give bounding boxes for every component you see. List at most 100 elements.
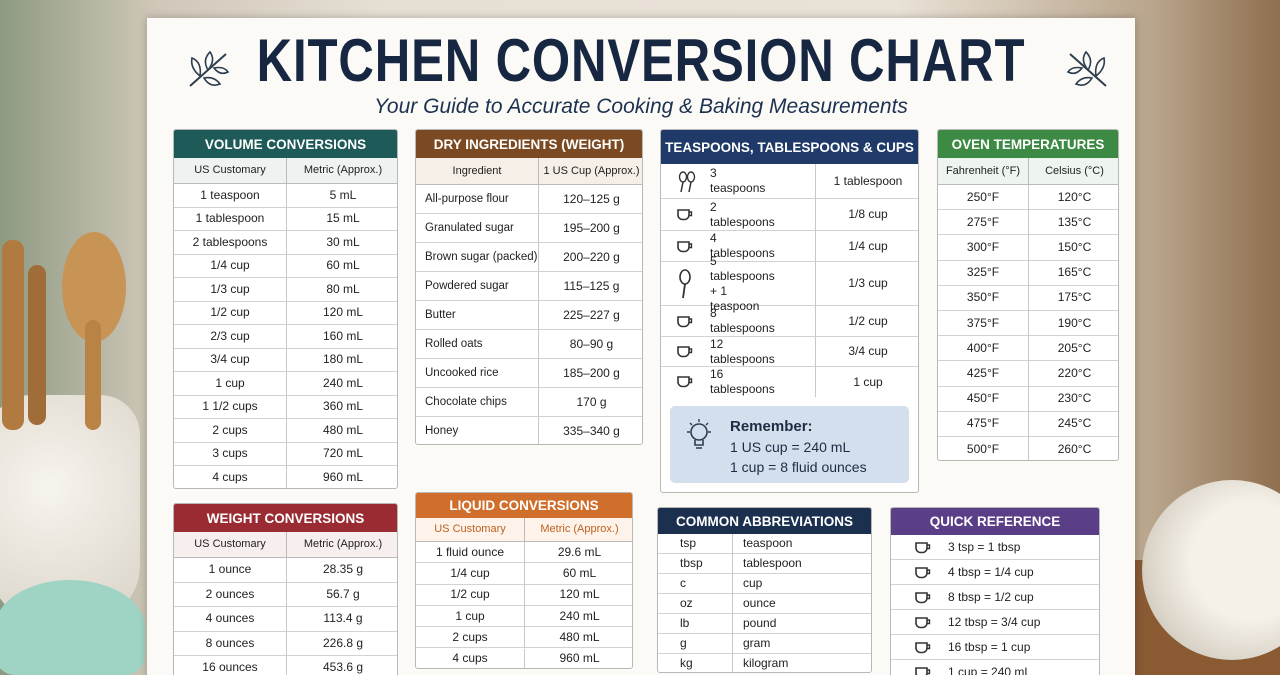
table-cell: 8 tablespoons (661, 306, 816, 337)
table-cell: 350°F (938, 285, 1029, 311)
table-cell: 1/4 cup (816, 231, 918, 262)
table-cell: 120°C (1029, 185, 1118, 211)
table-cell: 115–125 g (539, 272, 642, 301)
table-cell: 1/4 cup (174, 254, 287, 278)
column-header: Celsius (°C) (1029, 158, 1118, 185)
table-cell: Granulated sugar (416, 214, 539, 243)
table-cell: ounce (733, 594, 871, 614)
chart-title: KITCHEN CONVERSION CHART (256, 27, 1026, 94)
remember-title: Remember: (730, 418, 813, 435)
spoon-handle (2, 240, 24, 430)
table-cell: 8 tbsp = 1/2 cup (891, 585, 1099, 610)
panel-title: COMMON ABBREVIATIONS (658, 508, 871, 534)
table-cell: tbsp (658, 554, 733, 574)
table-cell: 230°C (1029, 387, 1118, 412)
table-cell: 3/4 cup (174, 348, 287, 372)
table-cell: 1/2 cup (174, 301, 287, 325)
table-cell: 165°C (1029, 261, 1118, 286)
leaf-icon (189, 50, 230, 87)
table-cell: 1 1/2 cups (174, 395, 287, 419)
remember-line: 1 US cup = 240 mL (730, 439, 851, 455)
table-cell: 3 teaspoons (661, 164, 816, 199)
table-cell: 2 tablespoons (661, 199, 816, 231)
table-cell: 170 g (539, 388, 642, 417)
table-cell: 1 fluid ounce (416, 542, 525, 564)
column-header: Metric (Approx.) (525, 518, 632, 542)
table-cell: 60 mL (287, 255, 397, 278)
column-header: Metric (Approx.) (287, 158, 397, 184)
table-cell: 360 mL (287, 396, 397, 419)
table-cell: 185–200 g (539, 359, 642, 388)
table-cell: 15 mL (287, 208, 397, 231)
table-cell: 226.8 g (287, 632, 397, 656)
table-cell: 960 mL (525, 649, 632, 668)
table-cell: 240 mL (525, 606, 632, 628)
panel: COMMON ABBREVIATIONS tsp teaspoon tbsp table… (657, 507, 872, 673)
bulb-icon (684, 418, 714, 459)
table-cell: 4 cups (174, 466, 287, 488)
table-cell: Rolled oats (416, 330, 539, 359)
icon (676, 367, 694, 397)
table-cell: 275°F (938, 210, 1029, 236)
table-cell: 12 tablespoons (661, 337, 816, 367)
panel-title: WEIGHT CONVERSIONS (174, 504, 397, 532)
table-cell: 300°F (938, 235, 1029, 261)
table-cell: 2 tablespoons (174, 231, 287, 255)
table-cell: tsp (658, 534, 733, 554)
column-header: US Customary (174, 158, 287, 184)
table-cell: kg (658, 654, 733, 672)
column-header: US Customary (416, 518, 525, 542)
table-cell: 4 ounces (174, 607, 287, 632)
icon (914, 560, 932, 585)
table-cell: 2 ounces (174, 582, 287, 607)
subtitle: Your Guide to Accurate Cooking & Baking … (374, 95, 908, 118)
panel: LIQUID CONVERSIONS US Customary Metric (Ap… (415, 492, 633, 669)
table-cell: 175°C (1029, 286, 1118, 311)
table-cell: 4 cups (416, 648, 525, 668)
table-cell: 113.4 g (287, 607, 397, 632)
table-cell: 80 mL (287, 278, 397, 302)
table-cell: 1 teaspoon (174, 184, 287, 208)
table-cell: 4 tbsp = 1/4 cup (891, 560, 1099, 585)
table-cell: 1/2 cup (816, 306, 918, 337)
table-cell: 220°C (1029, 361, 1118, 387)
table-cell: 16 tablespoons (661, 367, 816, 397)
table-cell: 16 ounces (174, 656, 287, 675)
remember-box: Remember: 1 US cup = 240 mL 1 cup = 8 flui… (670, 406, 909, 483)
table-cell: 200–220 g (539, 243, 642, 272)
table-cell: 190°C (1029, 311, 1118, 337)
remember-line: 1 cup = 8 fluid ounces (730, 459, 867, 475)
panel: DRY INGREDIENTS (WEIGHT) Ingredient 1 US C… (415, 129, 643, 445)
panel-title: VOLUME CONVERSIONS (174, 130, 397, 158)
panel-title: TEASPOONS, TABLESPOONS & CUPS (661, 130, 918, 164)
table-cell: 453.6 g (287, 656, 397, 675)
table-cell: gram (733, 634, 871, 654)
table-cell: kilogram (733, 654, 871, 672)
spoon-handle (28, 265, 46, 425)
table-cell: 205°C (1029, 336, 1118, 362)
table-cell: 120 mL (287, 302, 397, 325)
panel: TEASPOONS, TABLESPOONS & CUPS 3 teaspoons… (660, 129, 919, 493)
table-cell: 960 mL (287, 466, 397, 488)
table-cell: 425°F (938, 361, 1029, 387)
table-cell: 150°C (1029, 235, 1118, 261)
table-cell: 12 tbsp = 3/4 cup (891, 610, 1099, 635)
table-cell: oz (658, 594, 733, 614)
table-cell: 500°F (938, 437, 1029, 461)
table-cell: teaspoon (733, 534, 871, 554)
table-cell: pound (733, 614, 871, 634)
leaf-icon (1066, 50, 1107, 87)
table-cell: 250°F (938, 185, 1029, 211)
panel: OVEN TEMPERATURES Fahrenheit (°F) Celsius … (937, 129, 1119, 462)
table-cell: 60 mL (525, 563, 632, 585)
table-cell: tablespoon (733, 554, 871, 574)
table-cell: 3/4 cup (816, 337, 918, 367)
table-cell: 2 cups (174, 419, 287, 443)
table-cell: c (658, 574, 733, 594)
table-cell: 30 mL (287, 231, 397, 255)
icon (676, 262, 694, 306)
table-cell: cup (733, 574, 871, 594)
table-cell: Brown sugar (packed) (416, 243, 539, 272)
panel: QUICK REFERENCE 3 tsp = 1 tbsp 4 tbsp = 1/… (890, 507, 1100, 675)
icon (676, 199, 694, 231)
